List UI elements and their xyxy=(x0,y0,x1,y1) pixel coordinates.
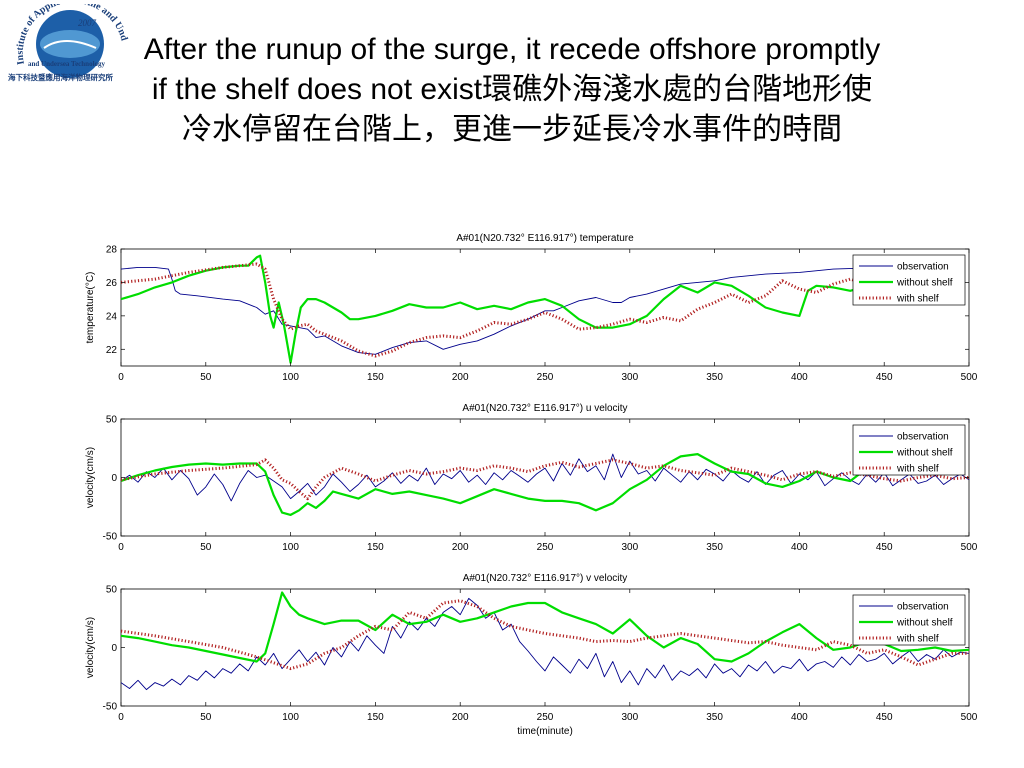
slide-title: After the runup of the surge, it recede … xyxy=(0,30,1024,150)
panel-1-ytick-label: 26 xyxy=(106,278,118,289)
panel-1-xtick-label: 200 xyxy=(452,372,469,383)
panel-3-series-observation xyxy=(121,597,969,691)
panel-2-series-observation xyxy=(121,453,969,502)
panel-1-xtick-label: 150 xyxy=(367,372,384,383)
panel-2-xtick-label: 50 xyxy=(200,542,212,553)
panel-1-xtick-label: 0 xyxy=(118,372,124,383)
panel-3-xtick-label: 0 xyxy=(118,712,124,723)
panel-3-ytick-label: 0 xyxy=(111,643,117,654)
panel-2-xtick-label: 500 xyxy=(961,542,978,553)
panel-3-xtick-label: 450 xyxy=(876,712,893,723)
panel-3-xtick-label: 200 xyxy=(452,712,469,723)
panel-3-xtick-label: 500 xyxy=(961,712,978,723)
panel-1-xtick-label: 500 xyxy=(961,372,978,383)
panel-3-series-without-shelf xyxy=(121,591,969,663)
panel-2-xtick-label: 350 xyxy=(706,542,723,553)
panel-1-legend-label-without-shelf: without shelf xyxy=(896,278,953,289)
panel-3-xtick-label: 100 xyxy=(282,712,299,723)
panel-1-xtick-label: 50 xyxy=(200,372,212,383)
panel-2-plot-area xyxy=(120,418,970,537)
panel-1-xtick-label: 250 xyxy=(537,372,554,383)
panel-3-legend-label-observation: observation xyxy=(897,602,949,613)
panel-2-legend xyxy=(852,424,966,476)
panel-2-xtick-label: 150 xyxy=(367,542,384,553)
panel-1-xtick-label: 100 xyxy=(282,372,299,383)
panel-3-ylabel: velocity(cm/s) xyxy=(85,617,96,678)
institute-logo: Institute of Applied Marine and Underse … xyxy=(4,4,130,82)
logo-caption: 海下科技暨應用海洋物理研究所 xyxy=(8,72,113,82)
panel-1-xtick-label: 450 xyxy=(876,372,893,383)
panel-2-xtick-label: 200 xyxy=(452,542,469,553)
panel-3-legend xyxy=(852,594,966,646)
panel-1-ytick-label: 22 xyxy=(106,345,118,356)
panel-3-xtick-label: 350 xyxy=(706,712,723,723)
slide-title-line-2: if the shelf does not exist環礁外海淺水處的台階地形使 xyxy=(151,73,873,106)
panel-1-xtick-label: 400 xyxy=(791,372,808,383)
panel-2-ytick-label: -50 xyxy=(103,532,118,543)
panel-1-title: A#01(N20.732° E116.917°) temperature xyxy=(456,233,634,244)
panel-3-xtick-label: 50 xyxy=(200,712,212,723)
panel-3-xtick-label: 300 xyxy=(621,712,638,723)
panel-1-xtick-label: 350 xyxy=(706,372,723,383)
panel-1-ylabel: temperature(°C) xyxy=(85,272,96,344)
panel-3-xlabel: time(minute) xyxy=(517,726,573,737)
slide-title-line-3: 冷水停留在台階上，更進一步延長冷水事件的時間 xyxy=(182,113,842,146)
panel-1-ytick-label: 28 xyxy=(106,245,118,256)
panel-2-ytick-label: 0 xyxy=(111,473,117,484)
panel-3-plot-area xyxy=(120,588,970,707)
panel-3-ytick-label: -50 xyxy=(103,702,118,713)
panel-3-legend-label-without-shelf: without shelf xyxy=(896,618,953,629)
panel-1-ytick-label: 24 xyxy=(106,311,118,322)
panel-2-xtick-label: 0 xyxy=(118,542,124,553)
panel-3-xtick-label: 250 xyxy=(537,712,554,723)
panel-2-series-with-shelf xyxy=(121,458,969,501)
panel-2-title: A#01(N20.732° E116.917°) u velocity xyxy=(462,403,627,414)
panel-1-legend xyxy=(852,254,966,306)
panel-3-legend-label-with-shelf: with shelf xyxy=(896,634,939,645)
panel-3-xtick-label: 150 xyxy=(367,712,384,723)
panel-3-series-with-shelf xyxy=(121,599,969,671)
panel-3-xtick-label: 400 xyxy=(791,712,808,723)
panel-2-ylabel: velocity(cm/s) xyxy=(85,447,96,508)
panel-2-xtick-label: 300 xyxy=(621,542,638,553)
panel-2-xtick-label: 250 xyxy=(537,542,554,553)
panel-2-xtick-label: 100 xyxy=(282,542,299,553)
logo-sub-text: and Undersea Technology xyxy=(28,60,106,68)
panel-2-series-without-shelf xyxy=(121,453,919,517)
panel-2-legend-label-observation: observation xyxy=(897,432,949,443)
panel-2-xtick-label: 400 xyxy=(791,542,808,553)
logo-year: 2007 xyxy=(78,18,97,28)
panel-3-title: A#01(N20.732° E116.917°) v velocity xyxy=(463,573,628,584)
panel-1-legend-label-with-shelf: with shelf xyxy=(896,294,939,305)
panel-3-ytick-label: 50 xyxy=(106,585,118,596)
panel-1-series-observation xyxy=(121,266,885,355)
panel-1-xtick-label: 300 xyxy=(621,372,638,383)
panel-2-ytick-label: 50 xyxy=(106,415,118,426)
panel-2-xtick-label: 450 xyxy=(876,542,893,553)
slide-title-line-1: After the runup of the surge, it recede … xyxy=(143,33,881,66)
panel-1-legend-label-observation: observation xyxy=(897,262,949,273)
panel-1-series-without-shelf xyxy=(121,254,885,364)
panel-2-legend-label-without-shelf: without shelf xyxy=(896,448,953,459)
panel-2-legend-label-with-shelf: with shelf xyxy=(896,464,939,475)
